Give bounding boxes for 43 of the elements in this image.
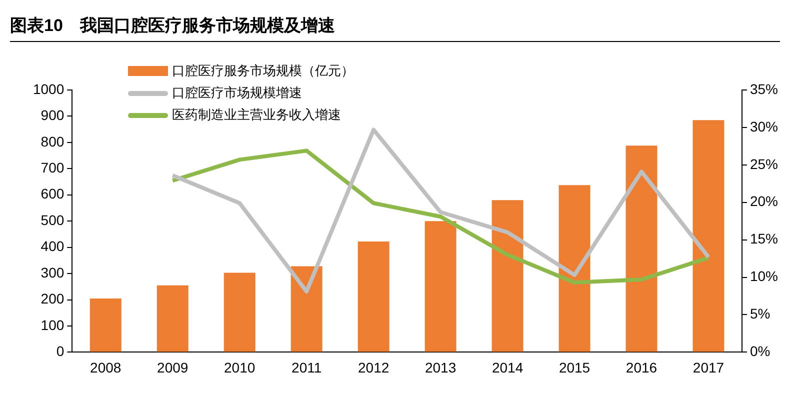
x-tick-label: 2014 <box>492 359 524 376</box>
bar <box>492 200 524 352</box>
y-tick-label: 400 <box>40 238 64 254</box>
bar <box>156 285 188 352</box>
y-tick-label: 900 <box>40 107 64 124</box>
y-tick-label: 700 <box>40 160 64 176</box>
y2-tick-label: 25% <box>750 156 778 172</box>
x-tick-label: 2016 <box>626 359 658 376</box>
bar <box>424 221 456 352</box>
x-tick-label: 2010 <box>224 359 256 376</box>
x-tick-label: 2012 <box>358 359 390 376</box>
y2-tick-label: 10% <box>750 268 778 284</box>
y2-tick-label: 5% <box>750 306 770 322</box>
y-tick-label: 1000 <box>32 80 64 97</box>
bar <box>224 272 256 352</box>
bar <box>290 266 322 352</box>
x-tick-label: 2017 <box>692 359 724 376</box>
y-tick-label: 800 <box>40 133 64 150</box>
y2-tick-label: 20% <box>750 193 778 210</box>
y2-tick-label: 0% <box>750 343 770 360</box>
y-tick-label: 200 <box>40 290 64 307</box>
legend-label: 医药制造业主营业务收入增速 <box>172 106 341 124</box>
bar <box>558 185 590 352</box>
y2-tick-label: 15% <box>750 230 778 247</box>
y2-tick-label: 30% <box>750 118 778 134</box>
x-tick-label: 2015 <box>558 359 590 376</box>
y-tick-label: 300 <box>40 264 64 280</box>
bar <box>358 242 390 352</box>
y-tick-label: 500 <box>40 212 64 228</box>
y-tick-label: 600 <box>40 186 64 202</box>
legend-label: 口腔医疗市场规模增速 <box>172 84 302 102</box>
y-tick-label: 100 <box>40 316 64 333</box>
legend-label: 口腔医疗服务市场规模（亿元） <box>172 62 354 80</box>
x-tick-label: 2009 <box>157 359 188 376</box>
y-tick-label: 0 <box>56 343 64 360</box>
y2-tick-label: 35% <box>750 80 778 97</box>
x-tick-label: 2013 <box>424 359 456 376</box>
bar <box>626 146 658 352</box>
bar <box>90 298 122 352</box>
x-tick-label: 2008 <box>90 359 122 376</box>
x-tick-label: 2011 <box>292 359 322 376</box>
chart-title: 图表10 我国口腔医疗服务市场规模及增速 <box>10 14 780 42</box>
bar <box>692 120 724 352</box>
